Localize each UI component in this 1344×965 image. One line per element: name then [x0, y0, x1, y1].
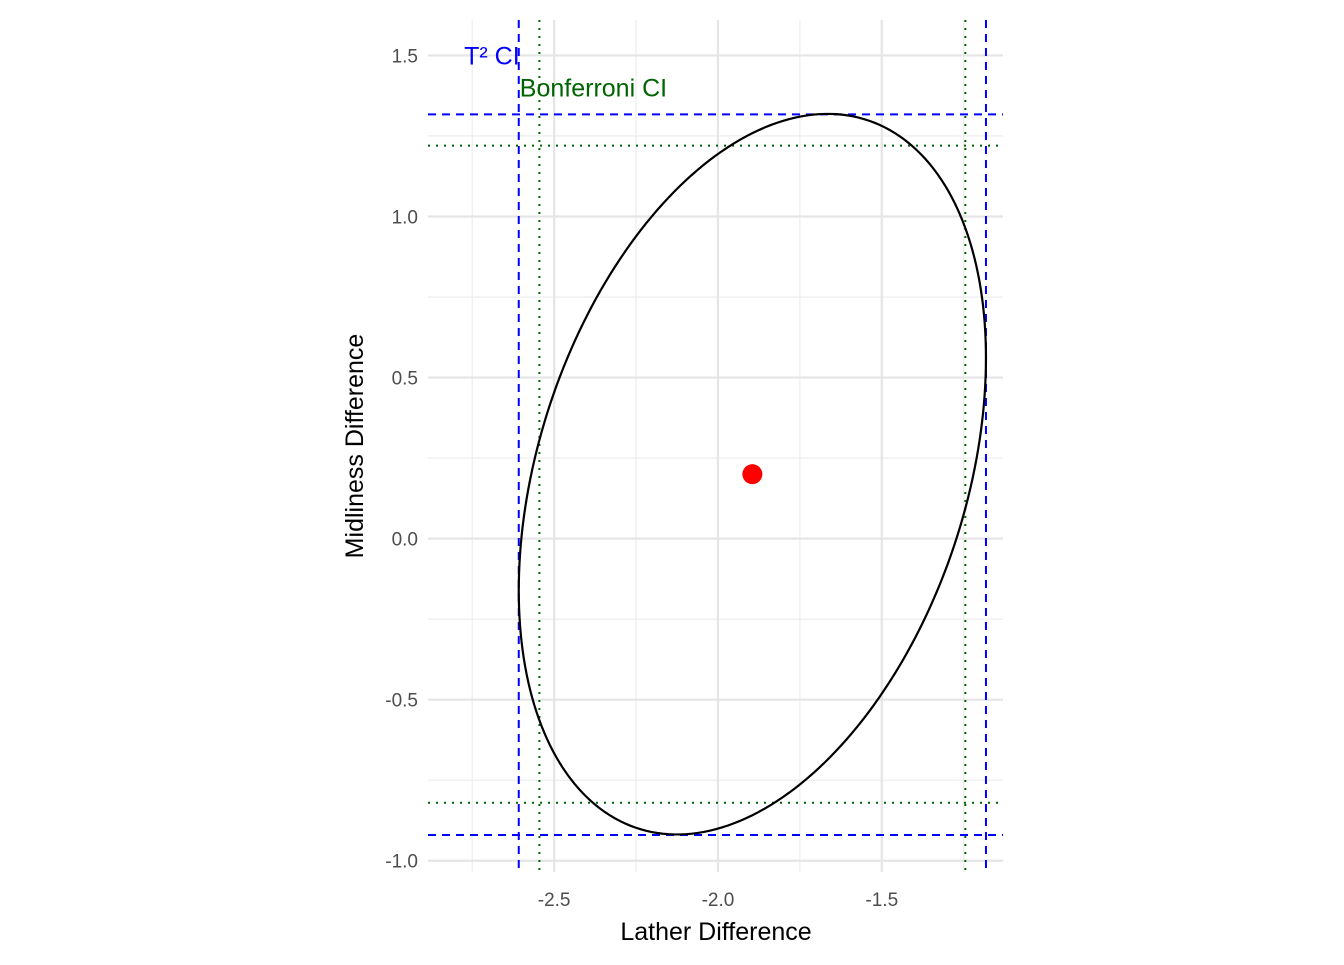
major-gridlines [428, 20, 1003, 872]
confidence-interval-lines [428, 20, 1003, 872]
ellipse-layer [517, 112, 988, 836]
point-layer [742, 464, 763, 485]
y-tick-labels: -1.0 -0.5 0.0 0.5 1.0 1.5 [385, 46, 418, 872]
annotation-label: Bonferroni CI [520, 75, 667, 103]
minor-gridlines [428, 20, 1003, 872]
y-tick-label: 1.5 [392, 46, 418, 67]
y-tick-label: -0.5 [385, 691, 418, 712]
x-tick-label: -1.5 [865, 890, 898, 911]
x-axis-title: Lather Difference [620, 918, 811, 946]
mean-difference-point [742, 464, 763, 485]
x-tick-labels: -2.5 -2.0 -1.5 [538, 890, 898, 911]
y-tick-label: 0.5 [392, 369, 418, 390]
confidence-ellipse [517, 112, 988, 836]
annotation-label: T² CI [464, 42, 520, 70]
y-tick-label: 0.0 [392, 530, 418, 551]
x-tick-label: -2.5 [538, 890, 571, 911]
x-tick-label: -2.0 [702, 890, 735, 911]
y-tick-label: -1.0 [385, 852, 418, 873]
y-axis-title: Midliness Difference [341, 334, 369, 559]
y-tick-label: 1.0 [392, 207, 418, 228]
